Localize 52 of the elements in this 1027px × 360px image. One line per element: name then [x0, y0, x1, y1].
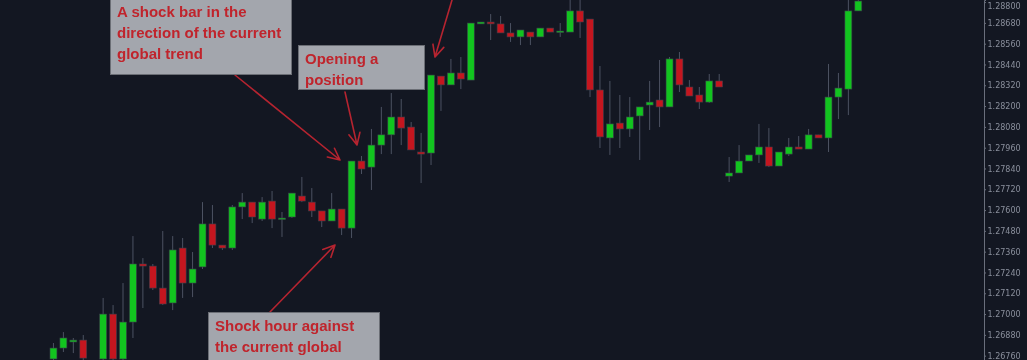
y-tick-label: 1.28440	[987, 60, 1021, 70]
candlestick	[606, 80, 614, 156]
candlestick	[576, 0, 584, 39]
candlestick	[705, 73, 714, 104]
candlestick	[278, 211, 286, 238]
candlestick	[735, 144, 743, 174]
candlestick	[238, 192, 247, 220]
y-tick-label: 1.28680	[987, 18, 1021, 28]
y-tick-label: 1.27480	[987, 226, 1021, 236]
candlestick	[268, 190, 276, 229]
candlestick	[566, 0, 574, 33]
candlestick	[457, 56, 465, 90]
candlestick	[625, 96, 634, 138]
candlestick	[149, 263, 157, 291]
y-tick-label: 1.28800	[987, 2, 1021, 11]
y-tick-label: 1.28080	[987, 122, 1021, 132]
candlestick	[387, 92, 396, 155]
candlestick	[765, 127, 773, 168]
y-tick-label: 1.26760	[987, 351, 1021, 360]
candlestick	[79, 334, 88, 360]
candlestick	[447, 58, 455, 86]
candlestick	[635, 106, 644, 161]
y-tick-label: 1.27840	[987, 164, 1021, 174]
y-tick-label: 1.27960	[987, 143, 1021, 153]
note-box: A shock bar in the direction of the current global trend	[110, 0, 292, 75]
y-tick-label: 1.27120	[987, 289, 1021, 299]
candlestick	[298, 176, 306, 203]
y-tick-label: 1.28320	[987, 81, 1021, 91]
y-tick-label: 1.27240	[987, 268, 1021, 278]
note-box: Shock hour against the current global	[208, 312, 380, 360]
note-box: Opening a position	[298, 45, 425, 90]
y-tick-label: 1.28200	[987, 102, 1021, 112]
candlestick	[288, 192, 296, 219]
y-tick-label: 1.27360	[987, 247, 1021, 257]
candlestick	[437, 75, 445, 112]
candlestick	[308, 187, 316, 218]
candlestick	[784, 137, 793, 157]
y-tick-label: 1.26880	[987, 330, 1021, 340]
candlestick	[248, 201, 256, 224]
y-tick-label: 1.27600	[987, 206, 1021, 216]
candlestick	[616, 94, 624, 149]
candlestick	[407, 121, 415, 151]
candlestick	[258, 196, 266, 222]
candlestick	[397, 98, 406, 146]
candlestick	[139, 257, 147, 309]
candlestick	[158, 230, 167, 306]
candlestick	[725, 156, 733, 183]
y-tick-label: 1.28560	[987, 39, 1021, 49]
candlestick	[755, 123, 763, 164]
candlestick	[417, 132, 425, 184]
y-tick-label: 1.27720	[987, 185, 1021, 195]
y-tick-label: 1.27000	[987, 310, 1021, 320]
